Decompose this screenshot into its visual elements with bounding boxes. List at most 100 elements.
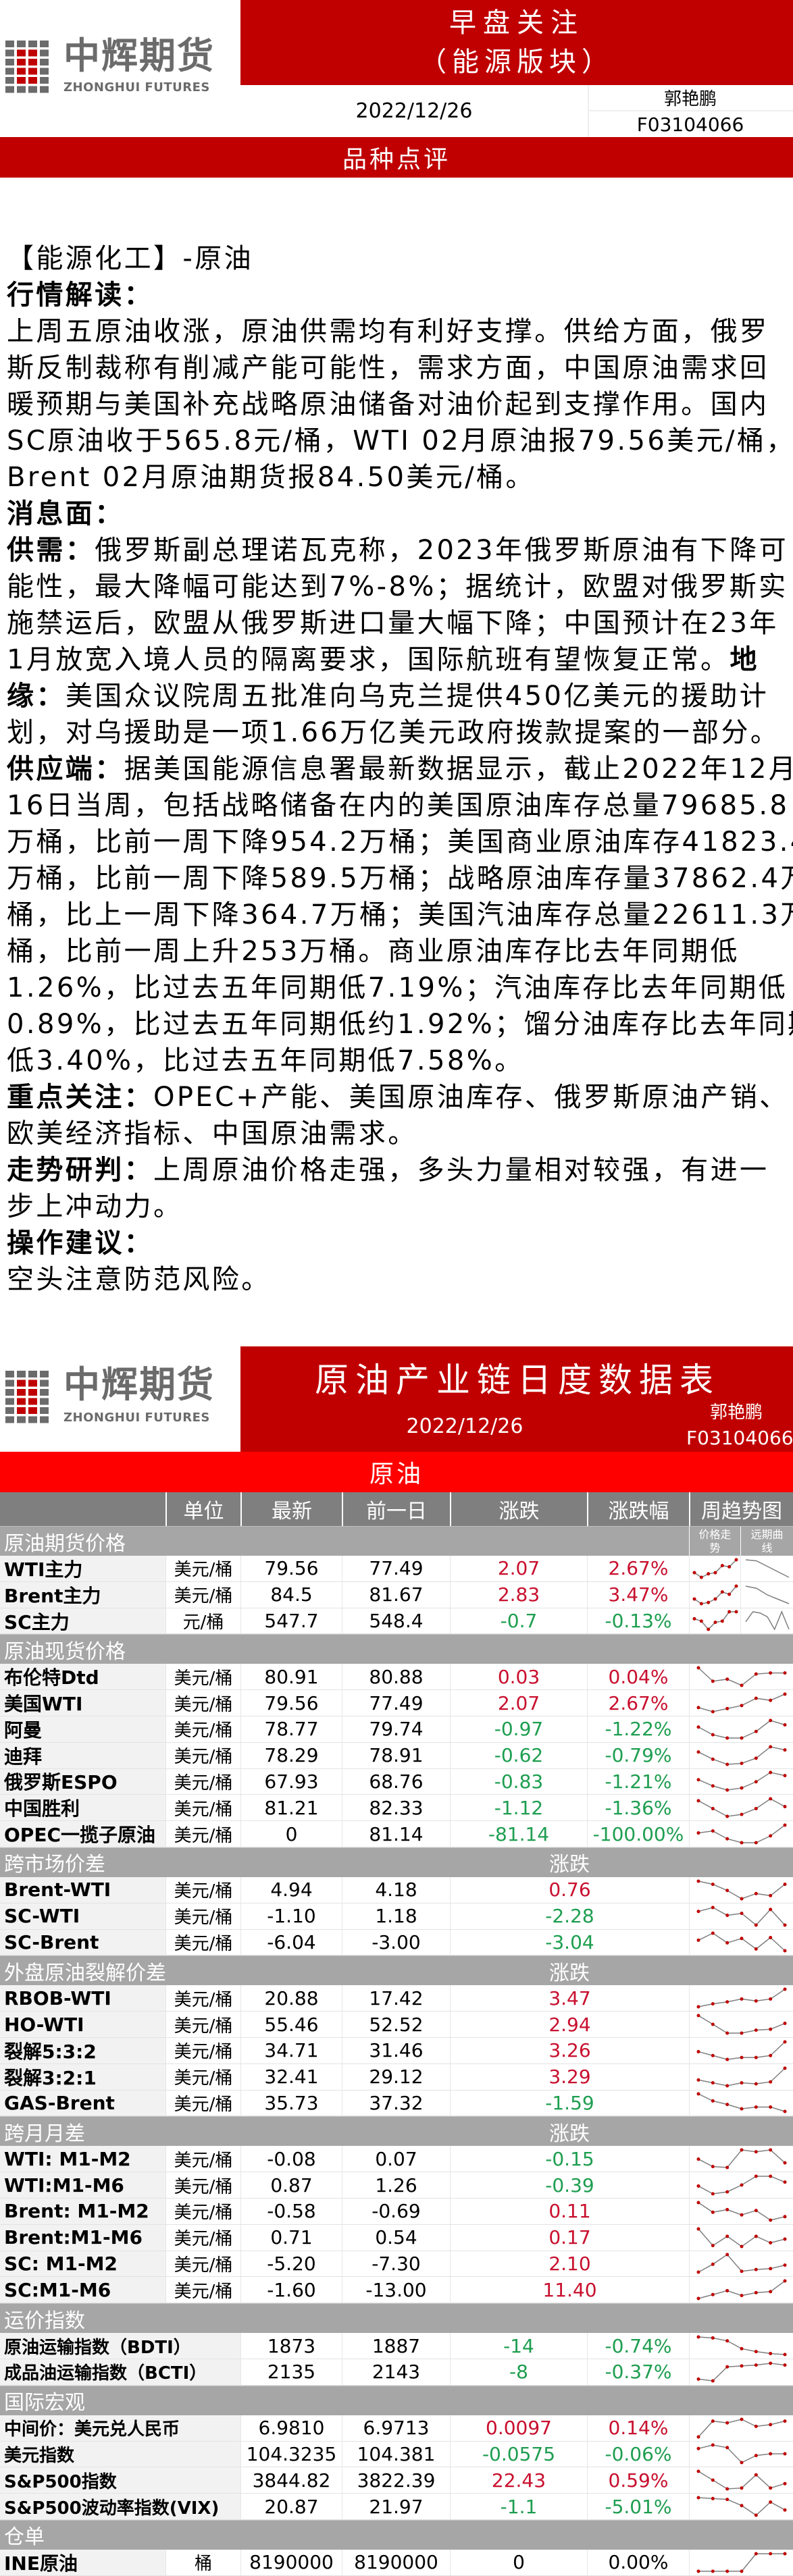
sparkline-point bbox=[783, 1923, 786, 1927]
commentary-text: 施禁运后，欧盟从俄罗斯进口量大幅下降；中国预计在23年 bbox=[7, 608, 779, 639]
row-latest: 4.94 bbox=[240, 1876, 342, 1903]
sparkline-point bbox=[696, 2270, 700, 2274]
row-change: -0.0575 bbox=[450, 2441, 587, 2467]
header-change: 涨跌 bbox=[450, 1492, 587, 1526]
sparkline-point bbox=[711, 1710, 715, 1714]
row-change: 2.94 bbox=[450, 2012, 689, 2037]
sparkline-point bbox=[783, 2161, 786, 2165]
sparkline-point bbox=[711, 1679, 715, 1683]
row-change-pct: 2.67% bbox=[587, 1690, 689, 1716]
sparkline-point bbox=[754, 2454, 758, 2458]
sparkline-point bbox=[754, 2473, 758, 2477]
trend-header-price: 价格走势 bbox=[698, 1527, 732, 1554]
row-change-pct: 0.14% bbox=[587, 2415, 689, 2441]
sparkline-point bbox=[783, 2180, 786, 2184]
sparkline-point bbox=[725, 2000, 729, 2004]
sparkline-point bbox=[740, 1761, 743, 1765]
row-latest: 1873 bbox=[240, 2333, 342, 2359]
sparkline-point bbox=[696, 1666, 700, 1670]
row-unit: 美元/桶 bbox=[165, 1581, 240, 1608]
sparkline-point bbox=[696, 2078, 700, 2082]
row-price-trend bbox=[689, 1608, 740, 1634]
weekly-trend-sparkline bbox=[696, 2361, 786, 2383]
sparkline-point bbox=[696, 1799, 700, 1803]
table-row: HO-WTI 美元/桶 55.46 52.52 2.94 bbox=[0, 2012, 793, 2038]
commentary-text: 【能源化工】-原油 bbox=[7, 243, 254, 274]
row-unit: 美元/桶 bbox=[165, 1985, 240, 2012]
weekly-trend-sparkline bbox=[696, 2174, 786, 2196]
header-latest: 最新 bbox=[240, 1492, 342, 1526]
row-prev: 77.49 bbox=[342, 1556, 450, 1581]
row-weekly-trend bbox=[689, 2359, 793, 2385]
row-change: 3.26 bbox=[450, 2037, 689, 2064]
row-latest: 6.9810 bbox=[240, 2415, 342, 2441]
logo-grid-square bbox=[40, 1398, 49, 1405]
weekly-trend-sparkline bbox=[696, 2552, 786, 2573]
sparkline-point bbox=[699, 1602, 703, 1606]
commentary-heading: 重点关注： bbox=[7, 1082, 153, 1113]
logo-grid-square bbox=[40, 77, 49, 84]
sparkline-point bbox=[725, 1913, 729, 1917]
sparkline-point bbox=[725, 2103, 729, 2107]
row-change: -0.7 bbox=[450, 1608, 587, 1634]
weekly-trend-sparkline bbox=[696, 2335, 786, 2357]
sparkline-point bbox=[783, 2109, 786, 2113]
table-section-row: 跨市场价差 涨跌 bbox=[0, 1847, 793, 1877]
report-author: 郭艳鹏 bbox=[588, 85, 793, 111]
row-latest: -5.20 bbox=[240, 2251, 342, 2277]
forward-curve-sparkline bbox=[744, 1610, 790, 1631]
sparkline-point bbox=[783, 1805, 786, 1809]
commentary-body: 【能源化工】-原油 行情解读： 上周五原油收涨，原油供需均有利好支撑。供给方面，俄罗… bbox=[7, 240, 793, 1298]
commentary-line: 上周五原油收涨，原油供需均有利好支撑。供给方面，俄罗 bbox=[7, 313, 790, 350]
row-latest: -1.10 bbox=[240, 1903, 342, 1929]
row-weekly-trend bbox=[689, 2146, 793, 2172]
table-row: SC-WTI 美元/桶 -1.10 1.18 -2.28 bbox=[0, 1903, 793, 1930]
sparkline-point bbox=[768, 2422, 772, 2426]
section-band-commentary: 品种点评 bbox=[0, 137, 793, 178]
row-label: 裂解3:2:1 bbox=[0, 2064, 165, 2090]
sparkline-point bbox=[783, 2215, 786, 2219]
sparkline-point bbox=[754, 1672, 758, 1676]
sparkline-point bbox=[713, 1621, 717, 1625]
price-trend-sparkline bbox=[692, 1610, 738, 1631]
row-change-pct: 3.47% bbox=[587, 1581, 689, 1608]
table-row: Brent主力 美元/桶 84.5 81.67 2.83 3.47% bbox=[0, 1581, 793, 1608]
sparkline-point bbox=[725, 2253, 729, 2257]
forward-curve-sparkline bbox=[745, 1559, 789, 1578]
logo-grid-square bbox=[40, 49, 49, 57]
logo-grid-square bbox=[28, 1407, 37, 1414]
sparkline-point bbox=[740, 2504, 743, 2508]
sparkline-point bbox=[754, 2234, 758, 2238]
sparkline-point bbox=[734, 1558, 738, 1562]
logo-text-cn: 中辉期货 bbox=[63, 34, 215, 77]
row-latest: 35.73 bbox=[240, 2090, 342, 2116]
row-label: Brent主力 bbox=[0, 1581, 165, 1608]
sparkline-point bbox=[725, 2207, 729, 2211]
commentary-line: 1.26%，比过去五年同期低7.19%；汽油库存比去年同期低 bbox=[7, 970, 790, 1006]
row-change: 3.47 bbox=[450, 1985, 689, 2012]
row-unit: 美元/桶 bbox=[165, 2090, 240, 2116]
row-latest: 55.46 bbox=[240, 2012, 342, 2037]
sparkline-point bbox=[783, 1671, 786, 1675]
weekly-trend-sparkline bbox=[696, 2417, 786, 2439]
sparkline-point bbox=[768, 2218, 772, 2222]
sparkline-point bbox=[711, 2053, 715, 2057]
sparkline-point bbox=[768, 2552, 772, 2556]
sparkline-path bbox=[694, 1559, 737, 1578]
sparkline-point bbox=[711, 1829, 715, 1833]
logo-grid-square bbox=[40, 59, 49, 65]
section-title: 国际宏观 bbox=[4, 2391, 85, 2415]
sparkline-point bbox=[725, 2165, 729, 2170]
sparkline-point bbox=[754, 2150, 758, 2154]
row-prev: -13.00 bbox=[342, 2277, 450, 2303]
logo-grid-square bbox=[28, 68, 37, 75]
sparkline-point bbox=[692, 1617, 696, 1621]
commentary-line: SC原油收于565.8元/桶，WTI 02月原油报79.56美元/桶， bbox=[7, 423, 793, 459]
commentary-line: 施禁运后，欧盟从俄罗斯进口量大幅下降；中国预计在23年 bbox=[7, 605, 790, 641]
logo-grid-square bbox=[5, 1398, 14, 1405]
sparkline-point bbox=[696, 1879, 700, 1883]
sparkline-point bbox=[783, 2419, 786, 2423]
sparkline-point bbox=[720, 1589, 724, 1594]
logo-grid-square bbox=[17, 49, 26, 57]
sparkline-point bbox=[783, 1774, 786, 1778]
